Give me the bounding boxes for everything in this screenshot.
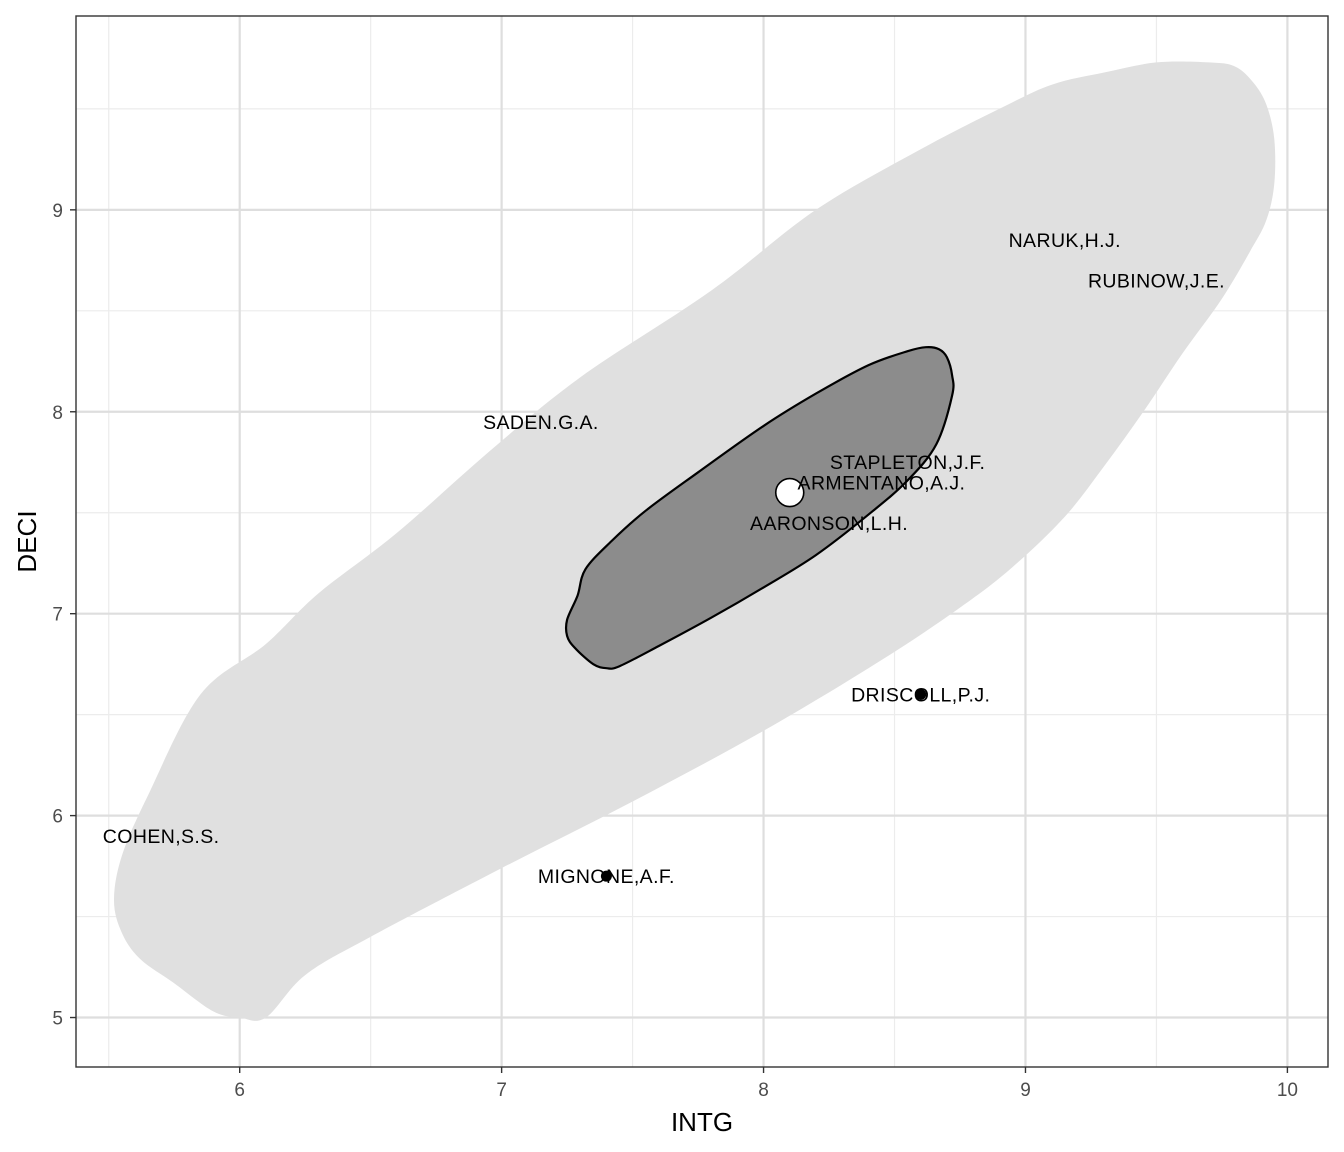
- y-tick-label: 6: [52, 807, 63, 828]
- data-point: [915, 688, 927, 700]
- point-label: RUBINOW,J.E.: [1088, 271, 1225, 293]
- point-label: MIGNONE,A.F.: [538, 866, 675, 888]
- panel-border: [75, 15, 1329, 1068]
- y-axis-title: DECI: [12, 510, 42, 572]
- x-tick-label: 8: [758, 1080, 769, 1101]
- y-tick-label: 9: [52, 201, 63, 222]
- y-axis-ticks: 5 6 7 8 9: [52, 201, 76, 1030]
- x-tick-label: 10: [1277, 1080, 1298, 1101]
- point-label: COHEN,S.S.: [103, 826, 220, 848]
- point-label: NARUK,H.J.: [1009, 230, 1121, 252]
- point-label: AARONSON,L.H.: [750, 513, 908, 535]
- x-axis-ticks: 6 7 8 9 10: [234, 1067, 1298, 1101]
- point-label: STAPLETON,J.F.: [830, 452, 986, 474]
- point-label: SADEN.G.A.: [483, 412, 599, 434]
- point-label: DRISCOLL,P.J.: [851, 684, 990, 706]
- point-label: ARMENTANO,A.J.: [798, 472, 966, 494]
- y-tick-label: 5: [52, 1009, 63, 1030]
- inner-contour-region: [564, 346, 955, 670]
- center-point-marker: [774, 477, 805, 508]
- x-tick-label: 9: [1020, 1080, 1031, 1101]
- x-tick-label: 6: [234, 1080, 245, 1101]
- x-tick-label: 7: [496, 1080, 507, 1101]
- point-labels: MIGNONE,A.F. DRISCOLL,P.J. COHEN,S.S. SADEN…: [103, 230, 1225, 888]
- data-points: [600, 688, 927, 882]
- data-point: [600, 870, 612, 882]
- y-tick-label: 7: [52, 605, 63, 626]
- y-tick-label: 8: [52, 403, 63, 424]
- x-axis-title: INTG: [671, 1107, 733, 1137]
